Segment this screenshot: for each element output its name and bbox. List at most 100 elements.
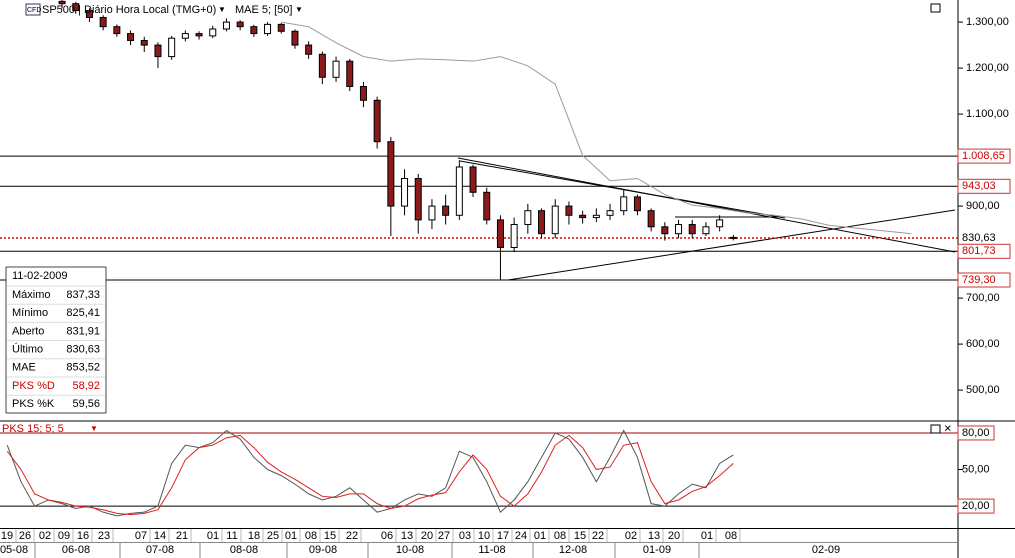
- dropdown[interactable]: ▼: [218, 5, 226, 14]
- x-tick-label: 17: [497, 530, 509, 542]
- dropdown[interactable]: ▼: [90, 424, 98, 433]
- level-label: 801,73: [962, 245, 996, 257]
- maximize-button[interactable]: [930, 3, 941, 13]
- candle-body: [181, 33, 189, 39]
- candle-body: [716, 219, 724, 228]
- info-box: 11-02-2009 Máximo 837,33 Mínimo 825,41 Aberto…: [5, 266, 107, 414]
- candle-body: [551, 205, 559, 235]
- price-layer: [0, 0, 958, 281]
- y-tick-label: 1.200,00: [966, 62, 1009, 74]
- info-label: Último: [12, 343, 43, 356]
- chart-title: SP500 | Diário Hora Local (TMG+0): [42, 4, 216, 16]
- candle-body: [661, 226, 669, 235]
- candle-body: [291, 30, 299, 46]
- candle-body: [565, 205, 573, 216]
- candle-body: [496, 219, 504, 248]
- x-tick-label: 20: [668, 530, 680, 542]
- tick-label-box: [957, 425, 995, 441]
- candle-body: [442, 205, 450, 216]
- info-box-frame: [5, 266, 107, 414]
- y-tick-label: 900,00: [966, 200, 1000, 212]
- candle-body: [72, 3, 80, 12]
- x-tick-label: 22: [592, 530, 604, 542]
- trend-line: [457, 157, 956, 253]
- x-tick-label: 01: [534, 530, 546, 542]
- month-label: 07-08: [146, 544, 174, 556]
- x-tick-label: 23: [98, 530, 110, 542]
- candle-body: [209, 28, 217, 37]
- maximize-button[interactable]: [930, 424, 941, 434]
- info-value: 853,52: [66, 362, 100, 374]
- candle-body: [127, 33, 135, 41]
- trend-line: [507, 209, 956, 281]
- candle-body: [538, 210, 546, 235]
- month-label: 11-08: [478, 544, 505, 556]
- candle-body: [633, 196, 641, 212]
- x-tick-label: 01: [207, 530, 219, 542]
- level-label-box: [957, 272, 1011, 288]
- x-tick-label: 10: [478, 530, 490, 542]
- candle-body: [592, 214, 600, 219]
- candle-body: [277, 23, 285, 32]
- x-tick-label: 18: [248, 530, 260, 542]
- info-label: PKS %D: [12, 380, 55, 392]
- candle-body: [250, 26, 258, 35]
- oscillator-line: [6, 434, 734, 516]
- candle-body: [332, 60, 340, 78]
- indicator-label: MAE 5; [50]: [235, 4, 292, 16]
- candle-body: [58, 0, 66, 5]
- candle-body: [675, 223, 683, 235]
- candle-body: [236, 21, 244, 28]
- level-label: 943,03: [962, 180, 996, 192]
- info-value: 831,91: [66, 325, 100, 337]
- x-tick-label: 16: [77, 530, 89, 542]
- x-tick-label: 11: [226, 530, 237, 542]
- close-button[interactable]: ×: [944, 420, 952, 435]
- x-tick-label: 09: [58, 530, 70, 542]
- y-tick-label: 20,00: [962, 500, 990, 512]
- candle-body: [579, 214, 587, 219]
- icon-label: CFD: [27, 7, 41, 14]
- month-label: 08-08: [230, 544, 258, 556]
- month-label: 05-08: [0, 544, 28, 556]
- level-label: 1.008,65: [962, 150, 1005, 162]
- panel-title: PKS 15; 5; 5: [2, 423, 64, 435]
- x-tick-label: 15: [324, 530, 336, 542]
- y-tick-label: 80,00: [962, 427, 990, 439]
- candle-body: [168, 37, 176, 58]
- y-tick-label: 1.300,00: [966, 16, 1009, 28]
- x-tick-label: 22: [346, 530, 358, 542]
- x-tick-label: 07: [135, 530, 147, 542]
- candle-body: [264, 23, 272, 35]
- candle-body: [373, 99, 381, 143]
- dropdown[interactable]: ▼: [295, 5, 303, 14]
- candle-body: [469, 166, 477, 193]
- candle-body: [154, 44, 162, 58]
- info-label: Máximo: [12, 289, 51, 301]
- x-tick-label: 01: [285, 530, 297, 542]
- y-tick-label: 50,00: [962, 463, 990, 475]
- x-tick-label: 01: [701, 530, 713, 542]
- candle-body: [483, 191, 491, 221]
- month-label: 09-08: [309, 544, 337, 556]
- info-value: 59,56: [72, 398, 100, 410]
- candle-body: [428, 205, 436, 221]
- y-tick-label: 600,00: [966, 338, 1000, 350]
- y-tick-label: 500,00: [966, 384, 1000, 396]
- info-label: MAE: [12, 362, 36, 374]
- x-tick-label: 06: [381, 530, 393, 542]
- trend-line: [459, 160, 786, 219]
- candle-body: [510, 223, 518, 248]
- x-tick-label: 13: [648, 530, 660, 542]
- y-tick-label: 700,00: [966, 292, 1000, 304]
- month-label: 12-08: [559, 544, 587, 556]
- candle-body: [647, 210, 655, 228]
- info-label: PKS %K: [12, 398, 55, 410]
- month-label: 06-08: [62, 544, 90, 556]
- x-tick-label: 21: [176, 530, 188, 542]
- month-label: 02-09: [812, 544, 840, 556]
- level-label: 739,30: [962, 274, 996, 286]
- candle-body: [359, 85, 367, 101]
- candle-body: [318, 53, 326, 78]
